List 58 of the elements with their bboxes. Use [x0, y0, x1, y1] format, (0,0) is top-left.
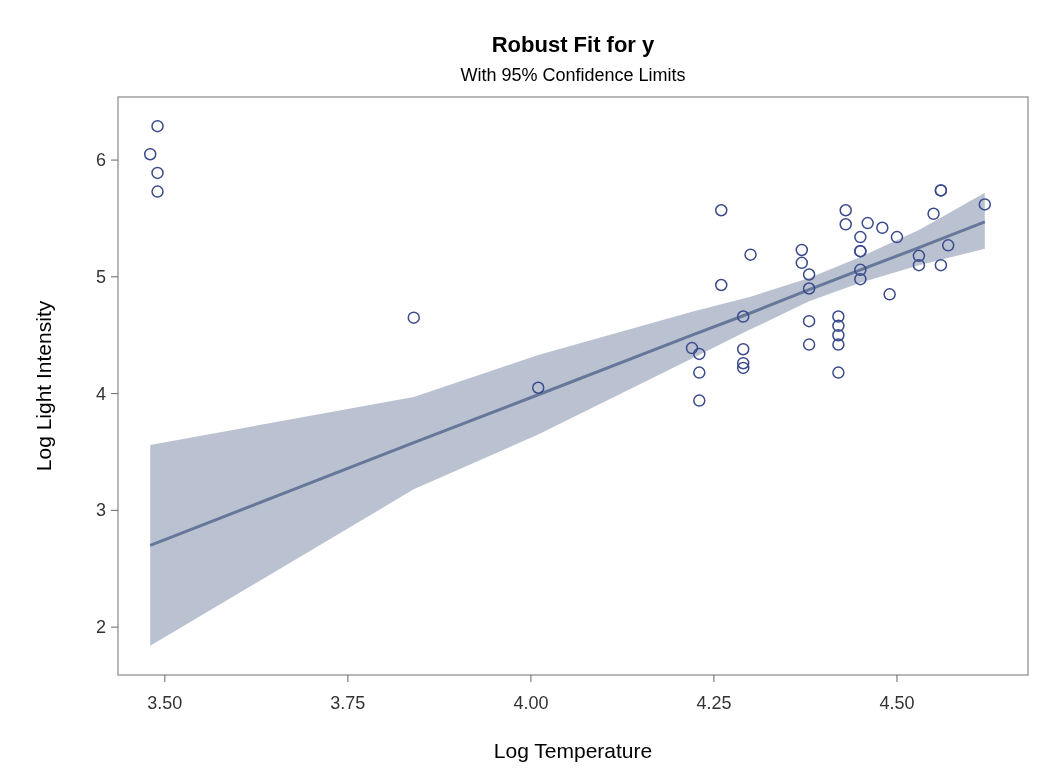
point: [151, 166, 164, 180]
point: [802, 268, 816, 281]
x-tick-label: 3.75: [330, 693, 366, 713]
point: [854, 272, 867, 286]
point: [795, 243, 809, 257]
point: [736, 361, 750, 375]
point: [883, 288, 896, 301]
point: [941, 239, 955, 252]
point: [802, 314, 816, 328]
point: [151, 119, 164, 133]
point: [715, 204, 728, 217]
point: [802, 338, 816, 351]
point: [854, 230, 867, 244]
point: [832, 328, 845, 342]
point: [736, 356, 750, 370]
point: [693, 366, 706, 379]
line-series: [148, 220, 987, 547]
point: [890, 230, 904, 244]
y-tick-label: 5: [95, 266, 106, 287]
point: [744, 248, 757, 261]
point: [795, 256, 809, 270]
y-tick-label: 2: [95, 617, 106, 638]
point: [143, 147, 157, 161]
point: [839, 218, 852, 231]
y-tick-label: 3: [95, 500, 106, 521]
point: [693, 394, 706, 407]
point: [861, 216, 874, 230]
y-tick-label: 6: [95, 150, 106, 171]
point: [854, 263, 867, 277]
point: [978, 198, 992, 211]
chart-subtitle: With 95% Confidence Limits: [460, 65, 686, 85]
point: [715, 278, 728, 292]
chart-title: Robust Fit for y: [491, 32, 656, 57]
point: [876, 221, 889, 235]
point: [736, 342, 750, 356]
x-tick-label: 4.25: [696, 693, 732, 713]
point: [832, 366, 845, 379]
point: [407, 311, 421, 324]
point: [839, 204, 852, 217]
x-tick-label: 3.50: [147, 693, 183, 713]
point: [912, 258, 926, 272]
point: [685, 341, 699, 355]
x-axis-title: Log Temperature: [493, 739, 653, 762]
point: [912, 249, 926, 263]
x-tick-label: 4.00: [513, 693, 549, 713]
y-axis-title: Log Light Intensity: [32, 300, 55, 472]
point: [934, 258, 948, 272]
point: [927, 207, 940, 221]
point: [832, 338, 845, 351]
point: [151, 185, 164, 198]
point: [832, 319, 845, 333]
y-tick-label: 4: [95, 383, 106, 404]
point: [736, 310, 750, 323]
x-tick-label: 4.50: [879, 693, 915, 713]
point: [802, 282, 816, 295]
point: [693, 347, 706, 361]
point: [531, 381, 545, 394]
point: [832, 310, 845, 323]
